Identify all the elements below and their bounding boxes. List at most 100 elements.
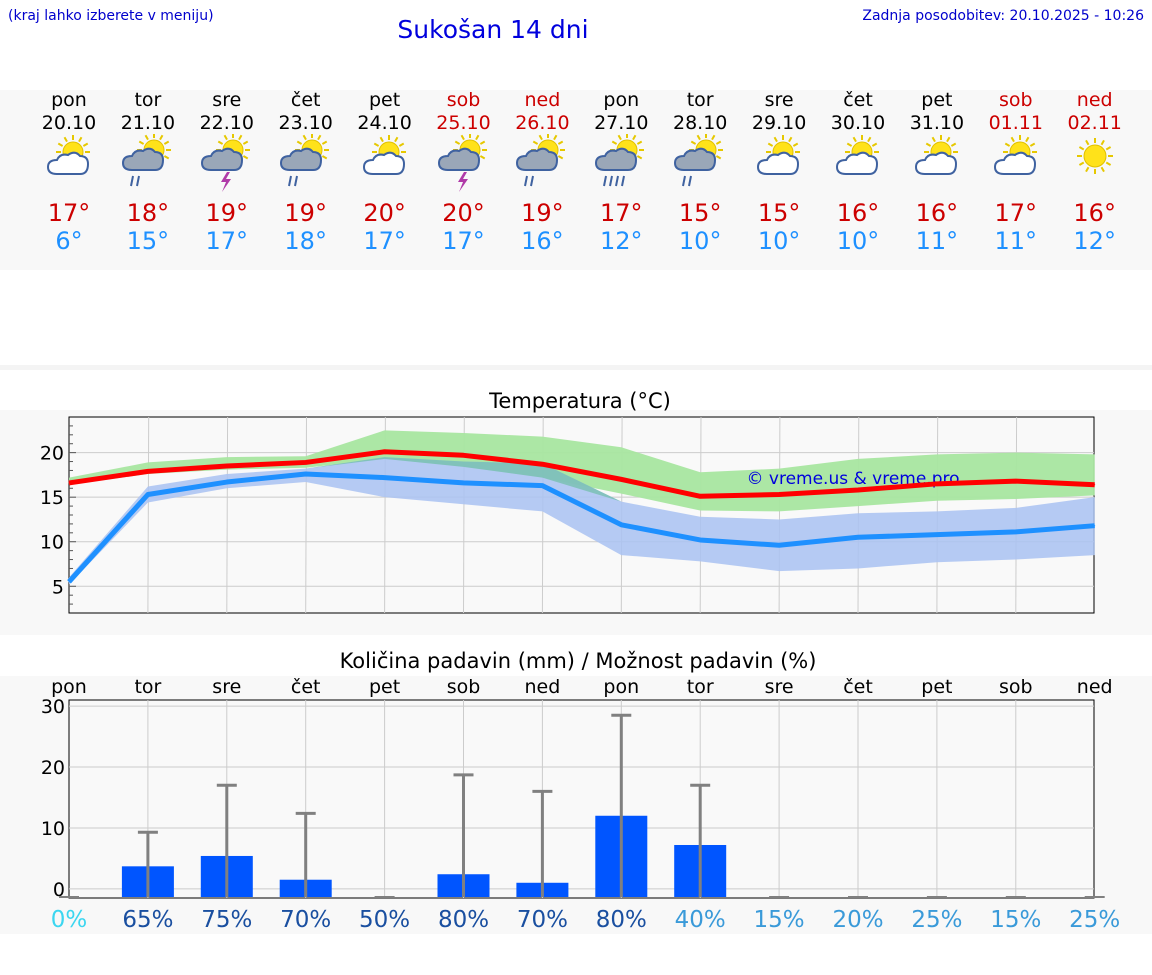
thunderstorm-icon: [195, 133, 259, 200]
temp-min: 12°: [600, 227, 643, 255]
location-hint[interactable]: (kraj lahko izberete v meniju): [8, 8, 214, 24]
series-line-min: [67, 471, 1095, 584]
data-point-max: [699, 495, 701, 497]
temp-max: 18°: [126, 199, 170, 227]
grid-line: [305, 416, 307, 614]
category-label: čet: [291, 676, 321, 698]
day-name: čet: [290, 89, 321, 111]
category-label: sob: [999, 676, 1033, 698]
temp-min: 15°: [126, 227, 170, 255]
day-date: 29.10: [751, 112, 807, 134]
data-point-min: [305, 473, 307, 475]
day-date: 21.10: [120, 112, 176, 134]
day-name: sre: [764, 89, 794, 111]
partly-cloudy-icon: [826, 134, 890, 200]
section-divider: [0, 365, 1152, 370]
chart-title: Količina padavin (mm) / Možnost padavin …: [340, 649, 817, 673]
day-name: sob: [999, 89, 1033, 111]
day-date: 26.10: [515, 112, 570, 134]
day-name: pon: [603, 89, 640, 111]
data-point-min: [936, 534, 938, 536]
data-point-max: [1015, 480, 1017, 482]
day-date: 28.10: [672, 112, 728, 134]
temp-max: 16°: [1073, 199, 1116, 227]
temp-min: 12°: [1073, 227, 1116, 255]
data-point-max: [305, 461, 307, 463]
temp-max: 19°: [284, 199, 327, 227]
category-label: sre: [765, 676, 794, 698]
grid-line: [778, 416, 781, 614]
y-tick-label: 30: [41, 696, 65, 718]
temp-max: 17°: [47, 199, 91, 227]
category-label: tor: [134, 676, 161, 698]
y-tick-label: 10: [41, 818, 65, 840]
day-name: pon: [51, 89, 87, 111]
precip-chance: 15%: [754, 907, 805, 933]
data-point-max: [778, 494, 780, 496]
day-date: 23.10: [278, 112, 333, 134]
data-point-max: [620, 478, 622, 480]
partly-cloudy-icon: [984, 134, 1048, 200]
grid-line: [699, 416, 702, 614]
day-name: pet: [368, 89, 401, 111]
day-name: tor: [686, 89, 714, 111]
rain-icon: [510, 133, 574, 200]
temp-max: 16°: [836, 199, 880, 227]
data-point-max: [226, 465, 228, 467]
day-name: sob: [446, 89, 481, 111]
precip-chance: 80%: [596, 907, 647, 933]
thunderstorm-icon: [432, 133, 496, 200]
page-title: Sukošan 14 dni: [397, 15, 589, 44]
series-line-max: [68, 449, 1095, 499]
day-name: ned: [1076, 89, 1113, 111]
precipitation-chart: Količina padavin (mm) / Možnost padavin …: [41, 649, 1120, 933]
precip-chance: 40%: [675, 907, 726, 933]
last-updated: Zadnja posodobitev: 20.10.2025 - 10:26: [862, 8, 1144, 24]
partly-cloudy-icon: [747, 134, 811, 200]
temp-max: 19°: [521, 199, 564, 227]
rain-icon: [116, 133, 180, 200]
data-point-min: [541, 485, 543, 487]
temp-max: 20°: [363, 199, 406, 227]
temp-min: 10°: [678, 227, 722, 255]
chart-title: Temperatura (°C): [488, 389, 671, 413]
grid-line: [147, 416, 150, 614]
data-point-min: [1015, 531, 1017, 533]
data-point-max: [857, 489, 859, 491]
temp-max: 15°: [678, 199, 722, 227]
data-point-max: [384, 451, 386, 453]
precip-chance: 25%: [1069, 907, 1120, 933]
forecast-band: [0, 90, 1152, 270]
data-point-max: [541, 463, 543, 465]
temp-max: 17°: [994, 199, 1038, 227]
precip-chance: 25%: [911, 907, 962, 933]
category-label: sre: [212, 676, 241, 698]
category-label: pon: [51, 676, 87, 698]
temp-min: 17°: [363, 227, 406, 255]
data-point-min: [463, 482, 464, 484]
day-date: 24.10: [357, 112, 412, 134]
y-tick-label: 10: [40, 532, 64, 554]
temp-min: 11°: [915, 227, 959, 255]
data-point-max: [68, 482, 70, 484]
category-label: ned: [1077, 676, 1113, 698]
data-point-min: [778, 544, 780, 546]
category-label: ned: [525, 676, 561, 698]
day-name: ned: [524, 89, 561, 111]
day-date: 01.11: [988, 112, 1043, 134]
data-point-min: [147, 494, 149, 496]
day-name: čet: [843, 89, 873, 111]
data-point-min: [857, 536, 859, 538]
temp-max: 19°: [205, 199, 249, 227]
precip-chance: 70%: [280, 907, 331, 933]
temp-max: 17°: [600, 199, 643, 227]
heavy-rain-icon: [589, 133, 653, 200]
category-label: tor: [687, 676, 714, 698]
partly-cloudy-icon: [905, 134, 969, 200]
range-band-min: [69, 457, 1095, 585]
data-point-min: [620, 524, 622, 526]
rain-icon: [668, 133, 732, 200]
data-point-min: [1094, 525, 1096, 527]
day-date: 20.10: [41, 112, 97, 134]
precip-chance: 70%: [517, 907, 568, 933]
